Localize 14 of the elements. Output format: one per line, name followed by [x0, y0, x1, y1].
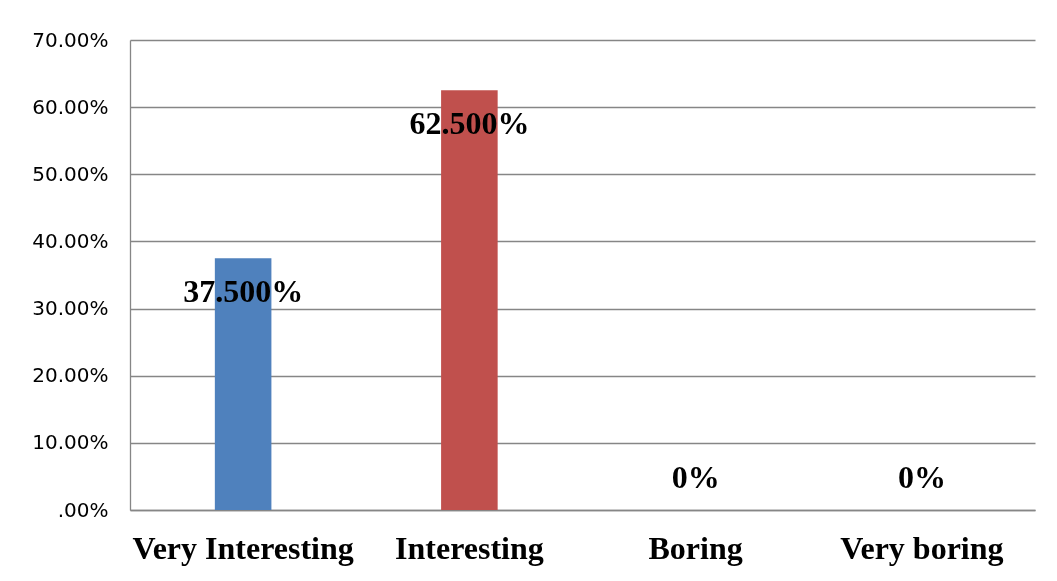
y-tick-label: 40.00%: [32, 228, 109, 253]
x-tick-label: Interesting: [395, 529, 544, 566]
y-tick-label: 20.00%: [32, 363, 109, 388]
y-tick-label: 70.00%: [32, 27, 109, 52]
data-label: 0%: [671, 459, 720, 495]
y-tick-label: .00%: [57, 497, 109, 522]
data-label: 0%: [897, 459, 946, 495]
y-tick-label: 30.00%: [32, 296, 109, 321]
y-tick-label: 50.00%: [32, 161, 109, 186]
y-tick-label: 60.00%: [32, 94, 109, 119]
x-tick-label: Boring: [648, 529, 743, 566]
y-tick-label: 10.00%: [32, 430, 109, 455]
x-tick-label: Very Interesting: [132, 529, 354, 566]
x-tick-label: Very boring: [840, 529, 1004, 566]
